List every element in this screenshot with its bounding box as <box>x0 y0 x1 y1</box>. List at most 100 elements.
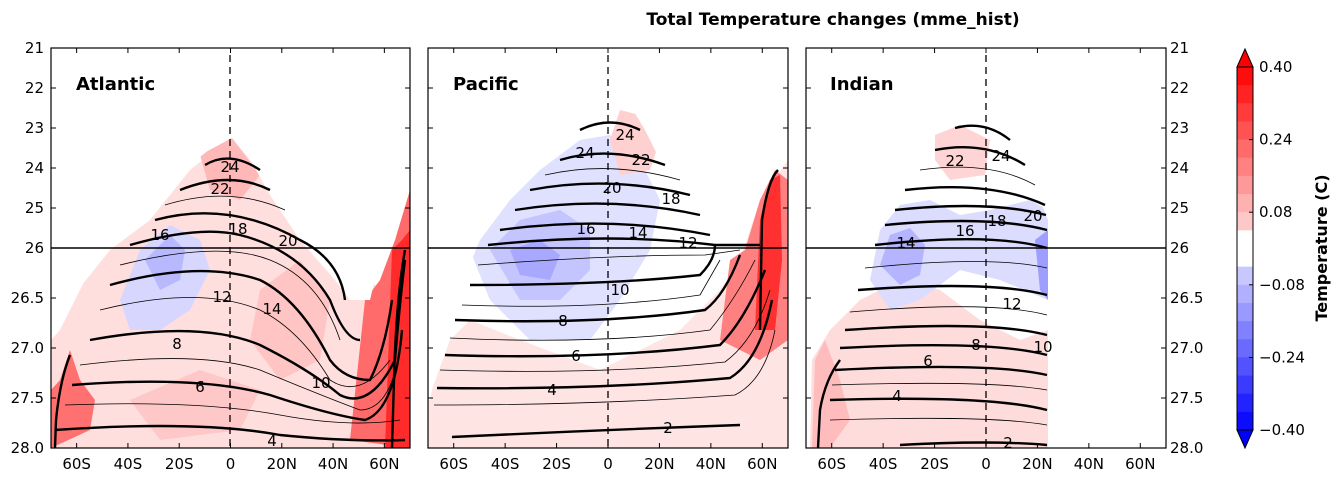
colorbar-segment <box>1237 284 1253 304</box>
atlantic-xtick-label: 40S <box>114 455 143 473</box>
left-ytick-label: 23 <box>25 119 44 137</box>
right-ytick-label: 26.5 <box>1170 289 1203 307</box>
left-ytick-label: 22 <box>25 79 44 97</box>
indian-clabel-12: 12 <box>1002 295 1021 313</box>
colorbar-segment <box>1237 194 1253 213</box>
atlantic-xtick-label: 0 <box>226 455 236 473</box>
pacific-clabel-16: 16 <box>576 220 595 238</box>
indian-contour-6 <box>834 365 1048 377</box>
pacific-contour-14 <box>487 237 760 247</box>
atlantic-xtick-label: 60N <box>369 455 399 473</box>
panel-label-pacific: Pacific <box>453 74 519 95</box>
colorbar-tick-label: −0.40 <box>1259 421 1305 439</box>
indian-contour-thin4 <box>831 382 1048 391</box>
atlantic-contour-8 <box>89 259 407 400</box>
right-ytick-label: 27.5 <box>1170 389 1203 407</box>
pacific-clabel-24a: 24 <box>615 126 634 144</box>
colorbar-segment <box>1237 411 1253 431</box>
pacific-xtick-label: 40N <box>696 455 726 473</box>
atlantic-clabel-6: 6 <box>195 378 205 396</box>
pacific-contour-20 <box>529 182 691 197</box>
pacific-contour-6 <box>444 269 767 358</box>
pacific-xtick-label: 60N <box>747 455 777 473</box>
indian-xtick-label: 0 <box>981 455 991 473</box>
pacific-contour-22 <box>559 152 666 167</box>
indian-contour-thin2 <box>864 261 1048 269</box>
atlantic-clabel-18: 18 <box>228 220 247 238</box>
pacific-xtick-label: 20S <box>542 455 571 473</box>
indian-clabel-20: 20 <box>1023 207 1042 225</box>
atlantic-xtick-label: 60S <box>62 455 91 473</box>
indian-contour-10 <box>844 324 1048 337</box>
indian-xtick-label: 20S <box>920 455 949 473</box>
panel-label-indian: Indian <box>830 74 894 95</box>
panel-indian: 22 24 18 20 16 14 12 8 10 6 4 2 Indian <box>805 47 1167 452</box>
right-ytick-label: 21 <box>1170 39 1189 57</box>
pacific-clabel-24b: 24 <box>575 144 594 162</box>
right-ytick-label: 26 <box>1170 239 1189 257</box>
colorbar-min-arrow <box>1236 429 1254 450</box>
colorbar-label: Temperature (C) <box>1312 174 1331 321</box>
indian-contour-thin1 <box>919 166 1036 186</box>
pacific-clabel-20: 20 <box>602 179 621 197</box>
left-ytick-label: 26 <box>25 239 44 257</box>
pacific-contour-2 <box>451 423 741 439</box>
pacific-contour-18 <box>514 202 701 217</box>
colorbar: 0.40 0.24 0.08 −0.08 −0.24 −0.40 <box>1236 47 1305 450</box>
pacific-contour-thin4 <box>449 259 756 341</box>
colorbar-tick-label: 0.24 <box>1259 131 1292 149</box>
atlantic-clabel-20: 20 <box>278 232 297 250</box>
indian-contour-24 <box>954 124 1011 141</box>
indian-xtick-label: 60N <box>1125 455 1155 473</box>
indian-xtick-label: 60S <box>817 455 846 473</box>
indian-contour-14 <box>874 237 1048 250</box>
atlantic-contour-thin1 <box>164 195 286 211</box>
pacific-contour-thin6 <box>433 329 776 406</box>
indian-clabel-18: 18 <box>987 212 1006 230</box>
atlantic-clabel-8: 8 <box>172 335 182 353</box>
indian-clabel-24: 24 <box>991 147 1010 165</box>
right-ytick-label: 28.0 <box>1170 439 1203 457</box>
colorbar-segment <box>1237 339 1253 358</box>
left-ytick-label: 27.0 <box>11 339 44 357</box>
left-ytick-label: 25 <box>25 199 44 217</box>
colorbar-segment <box>1237 157 1253 177</box>
indian-top-mask <box>806 48 1166 448</box>
pacific-xtick-label: 60S <box>439 455 468 473</box>
atlantic-contour-south <box>53 354 72 448</box>
colorbar-segment <box>1237 121 1253 141</box>
pacific-clabel-6: 6 <box>571 347 581 365</box>
colorbar-segment <box>1237 67 1253 86</box>
atlantic-contour-12 <box>109 269 394 382</box>
atlantic-contour-22 <box>179 178 271 192</box>
left-ytick-label: 27.5 <box>11 389 44 407</box>
pacific-top-mask <box>428 48 788 400</box>
atlantic-xtick-label: 40N <box>318 455 348 473</box>
indian-contour-18 <box>894 204 1047 217</box>
pacific-contour-10 <box>469 244 717 287</box>
colorbar-segment <box>1237 85 1253 104</box>
colorbar-segment <box>1237 302 1253 322</box>
colorbar-tick-label: −0.08 <box>1259 276 1305 294</box>
indian-clabel-8: 8 <box>971 336 981 354</box>
indian-xtick-label: 20N <box>1022 455 1052 473</box>
right-ytick-label: 23 <box>1170 119 1189 137</box>
indian-contour-4 <box>829 397 1048 412</box>
right-ytick-label: 24 <box>1170 159 1189 177</box>
left-ytick-label: 21 <box>25 39 44 57</box>
pacific-clabel-18: 18 <box>661 190 680 208</box>
colorbar-segment <box>1237 230 1253 249</box>
atlantic-contour-thin5 <box>64 403 401 424</box>
atlantic-clabel-12: 12 <box>212 288 231 306</box>
left-ytick-label: 24 <box>25 159 44 177</box>
pacific-clabel-4: 4 <box>547 381 557 399</box>
atlantic-clabel-10: 10 <box>311 374 330 392</box>
atlantic-contour-16 <box>129 230 361 342</box>
pacific-clabel-10: 10 <box>610 281 629 299</box>
indian-contour-12 <box>857 284 1048 297</box>
pacific-contour-24 <box>579 121 641 132</box>
right-ytick-label: 27.0 <box>1170 339 1203 357</box>
pacific-clabel-14: 14 <box>628 224 647 242</box>
indian-clabel-6: 6 <box>923 352 933 370</box>
